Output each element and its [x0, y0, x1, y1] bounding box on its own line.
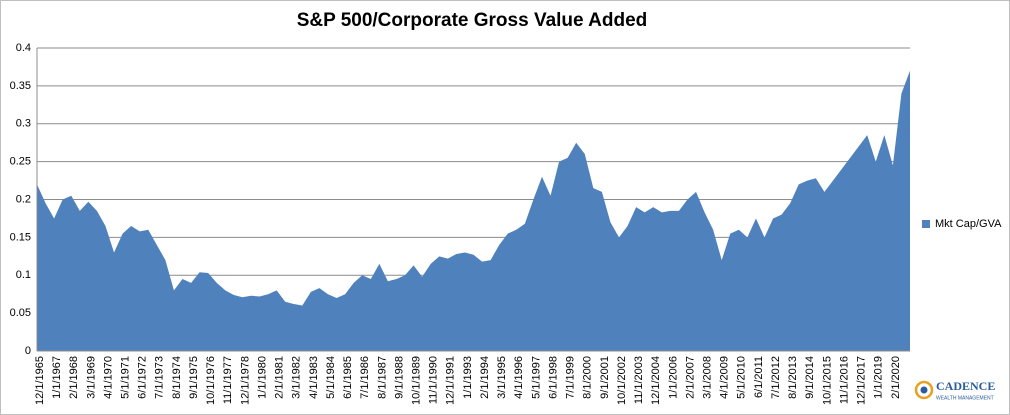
x-tick-label: 11/1/1990 [428, 356, 440, 404]
x-tick-label: 6/1/2011 [753, 356, 765, 398]
x-tick-label: 5/1/1971 [119, 356, 131, 399]
x-tick-label: 7/1/1999 [565, 356, 577, 399]
x-tick-label: 1/1/2019 [873, 356, 885, 399]
x-tick-label: 1/1/1980 [256, 356, 268, 399]
area [37, 70, 910, 351]
x-tick-label: 12/1/2017 [856, 356, 868, 405]
x-tick-label: 2/1/2007 [684, 356, 696, 399]
y-tick-label: 0.05 [10, 307, 31, 319]
x-tick-label: 3/1/1969 [85, 356, 97, 399]
y-tick-label: 0.2 [16, 193, 31, 205]
chart-title: S&P 500/Corporate Gross Value Added [297, 10, 648, 31]
x-tick-label: 12/1/1965 [34, 356, 46, 405]
x-tick-label: 9/1/1975 [188, 356, 200, 399]
x-tick-label: 1/1/1993 [462, 356, 474, 399]
y-tick-label: 0.4 [16, 42, 31, 54]
logo-text: CADENCE [936, 379, 995, 393]
x-tick-label: 12/1/1978 [239, 356, 251, 405]
x-tick-label: 4/1/1996 [513, 356, 525, 399]
y-tick-label: 0.3 [16, 118, 31, 130]
x-tick-label: 8/1/1987 [376, 356, 388, 399]
y-tick-label: 0.35 [10, 80, 31, 92]
x-tick-label: 7/1/1973 [154, 356, 166, 399]
x-tick-label: 3/1/1982 [291, 356, 303, 399]
x-tick-label: 8/1/1974 [171, 356, 183, 399]
x-tick-label: 9/1/1988 [393, 356, 405, 399]
x-tick-label: 6/1/1985 [342, 356, 354, 399]
x-tick-label: 10/1/2015 [821, 356, 833, 405]
x-tick-label: 8/1/2000 [582, 356, 594, 399]
x-tick-label: 7/1/2012 [770, 356, 782, 399]
x-tick-label: 10/1/1976 [205, 356, 217, 405]
x-tick-label: 6/1/1998 [547, 356, 559, 399]
x-tick-label: 11/1/2016 [838, 356, 850, 404]
y-tick-label: 0.25 [10, 156, 31, 168]
x-tick-label: 6/1/1972 [137, 356, 149, 399]
y-tick-label: 0.15 [10, 231, 31, 243]
logo-icon [914, 380, 934, 400]
x-tick-label: 5/1/1997 [530, 356, 542, 399]
x-tick-label: 10/1/1989 [410, 356, 422, 405]
x-tick-label: 9/1/2014 [804, 356, 816, 399]
x-tick-label: 12/1/2004 [650, 356, 662, 405]
x-tick-label: 1/1/1967 [51, 356, 63, 399]
logo-icon-center [920, 386, 928, 394]
x-tick-label: 4/1/1983 [308, 356, 320, 399]
x-tick-label: 9/1/2001 [599, 356, 611, 399]
x-tick-label: 2/1/1968 [68, 356, 80, 399]
legend-label: Mkt Cap/GVA [935, 218, 1002, 230]
x-tick-label: 5/1/2010 [736, 356, 748, 399]
x-tick-label: 1/1/2006 [667, 356, 679, 399]
logo: CADENCE WEALTH MANAGEMENT [914, 379, 995, 401]
x-tick-label: 7/1/1986 [359, 356, 371, 399]
y-tick-label: 0 [25, 345, 31, 357]
x-tick-label: 3/1/1995 [496, 356, 508, 399]
legend-swatch [922, 220, 930, 228]
x-tick-label: 2/1/2020 [890, 356, 902, 399]
x-tick-label: 8/1/2013 [787, 356, 799, 399]
x-tick-label: 4/1/1970 [102, 356, 114, 399]
x-tick-label: 4/1/2009 [719, 356, 731, 399]
logo-tagline: WEALTH MANAGEMENT [936, 395, 994, 401]
x-tick-label: 3/1/2008 [701, 356, 713, 399]
x-tick-label: 5/1/1984 [325, 356, 337, 399]
x-tick-label: 2/1/1994 [479, 356, 491, 399]
x-tick-label: 12/1/1991 [445, 356, 457, 405]
x-tick-label: 11/1/1977 [222, 356, 234, 404]
x-tick-label: 10/1/2002 [616, 356, 628, 405]
x-tick-label: 2/1/1981 [274, 356, 286, 399]
y-tick-label: 0.1 [16, 269, 31, 281]
x-tick-label: 11/1/2003 [633, 356, 645, 404]
